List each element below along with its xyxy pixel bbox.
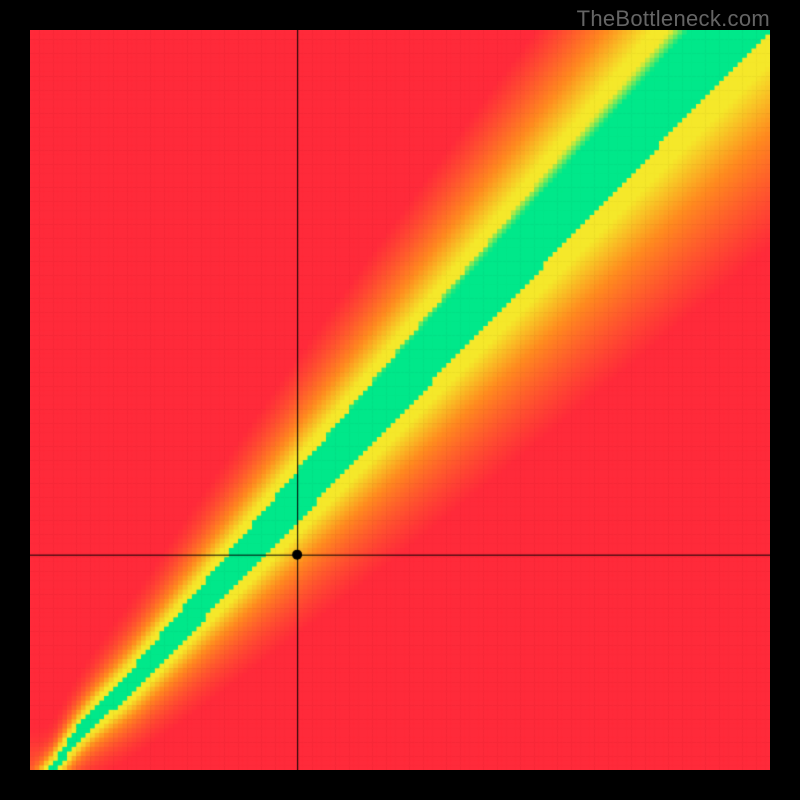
- chart-container: TheBottleneck.com: [0, 0, 800, 800]
- watermark-text: TheBottleneck.com: [577, 6, 770, 32]
- bottleneck-heatmap: [30, 30, 770, 770]
